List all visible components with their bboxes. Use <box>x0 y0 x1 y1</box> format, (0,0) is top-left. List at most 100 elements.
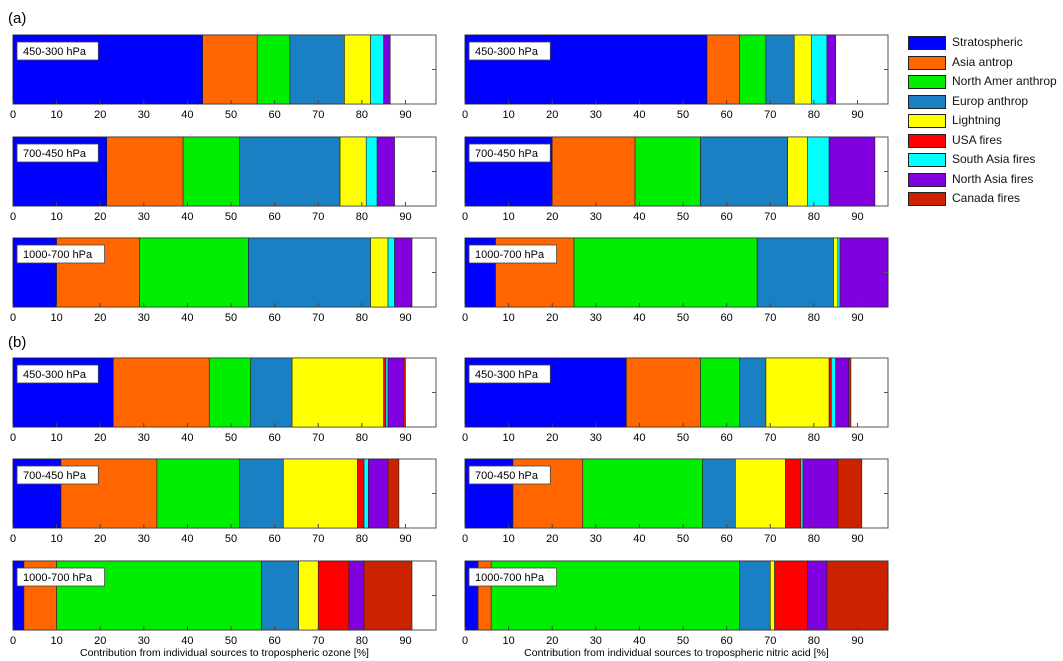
x-tick-label: 50 <box>225 635 237 647</box>
x-tick-label: 70 <box>312 312 324 324</box>
bar-segment-north-amer-anthrop <box>582 458 703 529</box>
x-tick-label: 10 <box>50 312 62 324</box>
x-tick-label: 0 <box>10 432 16 444</box>
legend-swatch <box>908 75 946 89</box>
x-tick-label: 50 <box>225 533 237 545</box>
bar-segment-south-asia-fires <box>370 34 384 105</box>
x-tick-label: 30 <box>590 533 602 545</box>
bar-segment-south-asia-fires <box>800 458 804 529</box>
x-tick-label: 30 <box>590 312 602 324</box>
x-tick-label: 90 <box>851 635 863 647</box>
panel-title: 700-450 hPa <box>23 148 87 160</box>
bar-segment-north-amer-anthrop <box>256 34 291 105</box>
bar-segment-lightning <box>339 136 367 207</box>
x-tick-label: 90 <box>399 109 411 121</box>
x-tick-label: 20 <box>546 432 558 444</box>
panel-title: 1000-700 hPa <box>475 249 545 261</box>
bar-segment-south-asia-fires <box>385 357 389 428</box>
bar-segment-lightning <box>735 458 786 529</box>
legend-label: South Asia fires <box>952 152 1036 166</box>
legend-swatch <box>908 153 946 167</box>
x-tick-label: 50 <box>225 432 237 444</box>
x-tick-label: 60 <box>721 312 733 324</box>
panel-label-a: (a) <box>8 10 27 27</box>
x-axis-label: Contribution from individual sources to … <box>524 647 829 659</box>
x-tick-label: 0 <box>10 312 16 324</box>
bar-segment-lightning <box>793 34 812 105</box>
x-tick-label: 50 <box>225 312 237 324</box>
x-tick-label: 30 <box>590 109 602 121</box>
x-tick-label: 0 <box>462 211 468 223</box>
x-tick-label: 70 <box>764 635 776 647</box>
chart-panel-a-left-1: 450-300 hPa 0 10 20 30 40 50 60 70 80 90 <box>10 34 437 121</box>
x-tick-label: 50 <box>677 109 689 121</box>
bar-segment-canada-fires <box>848 357 852 428</box>
bar-segment-south-asia-fires <box>837 237 841 308</box>
bar-segment-canada-fires <box>402 357 406 428</box>
bar-segment-lightning <box>291 357 384 428</box>
x-tick-label: 80 <box>356 211 368 223</box>
bar-segment-canada-fires <box>387 458 400 529</box>
x-tick-label: 40 <box>181 533 193 545</box>
x-tick-label: 20 <box>546 312 558 324</box>
x-tick-label: 60 <box>721 211 733 223</box>
bar-segment-europ-anthrop <box>239 458 284 529</box>
x-tick-label: 30 <box>590 432 602 444</box>
panel-title: 1000-700 hPa <box>23 249 93 261</box>
legend-swatch <box>908 172 946 187</box>
chart-panel-b-left-1: 450-300 hPa 0 10 20 30 40 50 60 70 80 90 <box>10 357 437 444</box>
x-tick-label: 20 <box>94 211 106 223</box>
bar-segment-europ-anthrop <box>756 237 834 308</box>
bar-segment-europ-anthrop <box>739 560 771 631</box>
panel-title-box <box>16 143 99 163</box>
bar-segment-north-asia-fires <box>383 34 391 105</box>
bar-segment-lightning <box>370 237 389 308</box>
chart-panel-a-left-3: 1000-700 hPa 0 10 20 30 40 50 60 70 80 90 <box>10 237 437 324</box>
x-tick-label: 50 <box>677 312 689 324</box>
x-tick-label: 90 <box>851 312 863 324</box>
x-tick-label: 80 <box>808 109 820 121</box>
x-tick-label: 40 <box>633 635 645 647</box>
x-tick-label: 50 <box>225 211 237 223</box>
bar-segment-north-asia-fires <box>348 560 365 631</box>
x-tick-label: 30 <box>590 211 602 223</box>
chart-panel-b-right-3: 1000-700 hPa 0 10 20 30 40 50 60 70 80 90 Contribut… <box>462 560 889 659</box>
panel-title: 450-300 hPa <box>23 46 87 58</box>
x-tick-label: 80 <box>808 312 820 324</box>
bar-segment-north-amer-anthrop <box>573 237 758 308</box>
x-tick-label: 90 <box>399 635 411 647</box>
x-tick-label: 60 <box>269 109 281 121</box>
bar-segment-north-asia-fires <box>394 237 413 308</box>
legend-item-north-amer-anthrop: North Amer anthrop <box>908 73 1063 91</box>
legend-swatch <box>908 55 946 70</box>
x-tick-label: 0 <box>10 109 16 121</box>
x-tick-label: 60 <box>269 635 281 647</box>
bar-segment-asia-antrop <box>106 136 184 207</box>
x-tick-label: 80 <box>808 533 820 545</box>
x-tick-label: 20 <box>94 533 106 545</box>
x-tick-label: 70 <box>764 432 776 444</box>
panel-title-box <box>468 244 557 264</box>
x-axis-label: Contribution from individual sources to … <box>80 647 369 659</box>
x-tick-label: 0 <box>462 109 468 121</box>
bar-segment-asia-antrop <box>202 34 258 105</box>
x-tick-label: 40 <box>181 432 193 444</box>
x-tick-label: 70 <box>764 533 776 545</box>
bar-segment-asia-antrop <box>706 34 741 105</box>
panel-title: 700-450 hPa <box>23 470 87 482</box>
x-tick-label: 0 <box>462 635 468 647</box>
bar-segment-usa-fires <box>774 560 808 631</box>
legend-label: Lightning <box>952 113 1001 127</box>
x-tick-label: 30 <box>138 533 150 545</box>
x-tick-label: 20 <box>94 312 106 324</box>
bar-segment-europ-anthrop <box>700 136 789 207</box>
panel-title-box <box>16 41 99 61</box>
bar-segment-lightning <box>283 458 358 529</box>
chart-panel-a-right-2: 700-450 hPa 0 10 20 30 40 50 60 70 80 90 <box>462 136 889 223</box>
bar-segment-north-asia-fires <box>368 458 389 529</box>
x-tick-label: 90 <box>399 312 411 324</box>
bar-segment-north-amer-anthrop <box>700 357 741 428</box>
bar-segment-lightning <box>298 560 319 631</box>
chart-panel-b-right-2: 700-450 hPa 0 10 20 30 40 50 60 70 80 90 <box>462 458 889 545</box>
